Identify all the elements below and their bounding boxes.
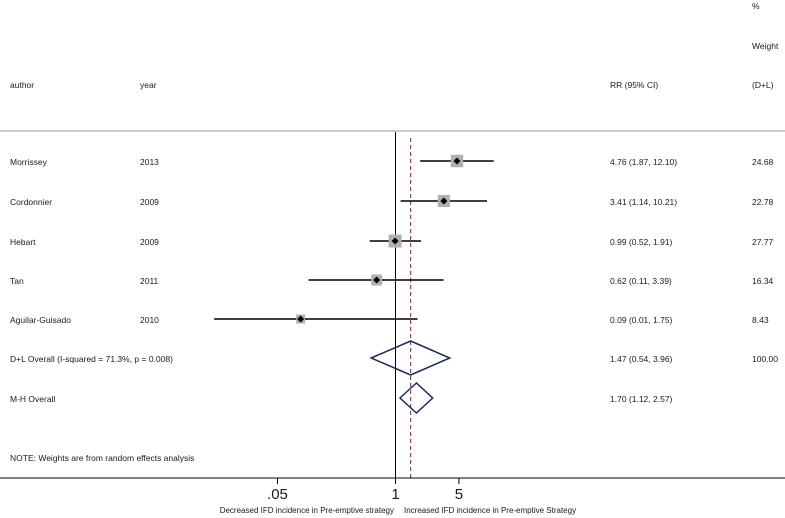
study-author: Hebart [10,237,36,247]
study-point-marker [297,315,305,323]
study-ci-text: 0.99 (0.52, 1.91) [610,237,673,247]
study-year: 2010 [140,315,159,325]
study-year: 2013 [140,157,159,167]
study-weight: 24.68 [752,157,774,167]
study-year: 2009 [140,197,159,207]
overall-mh-diamond [398,381,434,415]
study-weight: 27.77 [752,237,774,247]
x-tick-label: 5 [454,486,464,503]
study-ci-text: 0.09 (0.01, 1.75) [610,315,673,325]
overall-dl-diamond [369,340,452,376]
rr-header: RR (95% CI) [610,80,659,90]
study-ci-text: 4.76 (1.87, 12.10) [610,157,678,167]
study-author: Cordonnier [10,197,53,207]
study-year: 2011 [140,276,159,286]
study-year: 2009 [140,237,159,247]
weight-header-pct: % [752,1,760,11]
overall-dl-weight: 100.00 [752,354,778,364]
overall-dl-label: D+L Overall (I-squared = 71.3%, p = 0.00… [10,354,173,364]
author-header: author [10,80,35,90]
weights-note: NOTE: Weights are from random effects an… [10,453,195,463]
year-header: year [140,80,157,90]
study-author: Tan [10,276,24,286]
overall-mh-ci-text: 1.70 (1.12, 2.57) [610,394,673,404]
x-label-left: Decreased IFD incidence in Pre-emptive s… [219,506,394,515]
x-tick-label: .05 [267,486,288,503]
study-ci-text: 0.62 (0.11, 3.39) [610,276,672,286]
overall-mh-label: M-H Overall [10,394,56,404]
study-author: Morrissey [10,157,47,167]
study-point-marker [373,276,381,284]
study-point-marker [440,197,448,205]
study-point-marker [453,157,461,165]
weight-header-dl: (D+L) [752,80,774,90]
study-point-marker [391,237,399,245]
study-author: Aguilar-Guisado [10,315,71,325]
x-label-right: Increased IFD incidence in Pre-emptive S… [404,506,577,515]
overall-dl-ci-text: 1.47 (0.54, 3.96) [610,354,673,364]
x-tick-label: 1 [391,486,400,503]
study-ci-text: 3.41 (1.14, 10.21) [610,197,678,207]
weight-header-weight: Weight [752,41,779,51]
study-weight: 16.34 [752,276,774,286]
study-weight: 22.78 [752,197,774,207]
study-weight: 8.43 [752,315,769,325]
